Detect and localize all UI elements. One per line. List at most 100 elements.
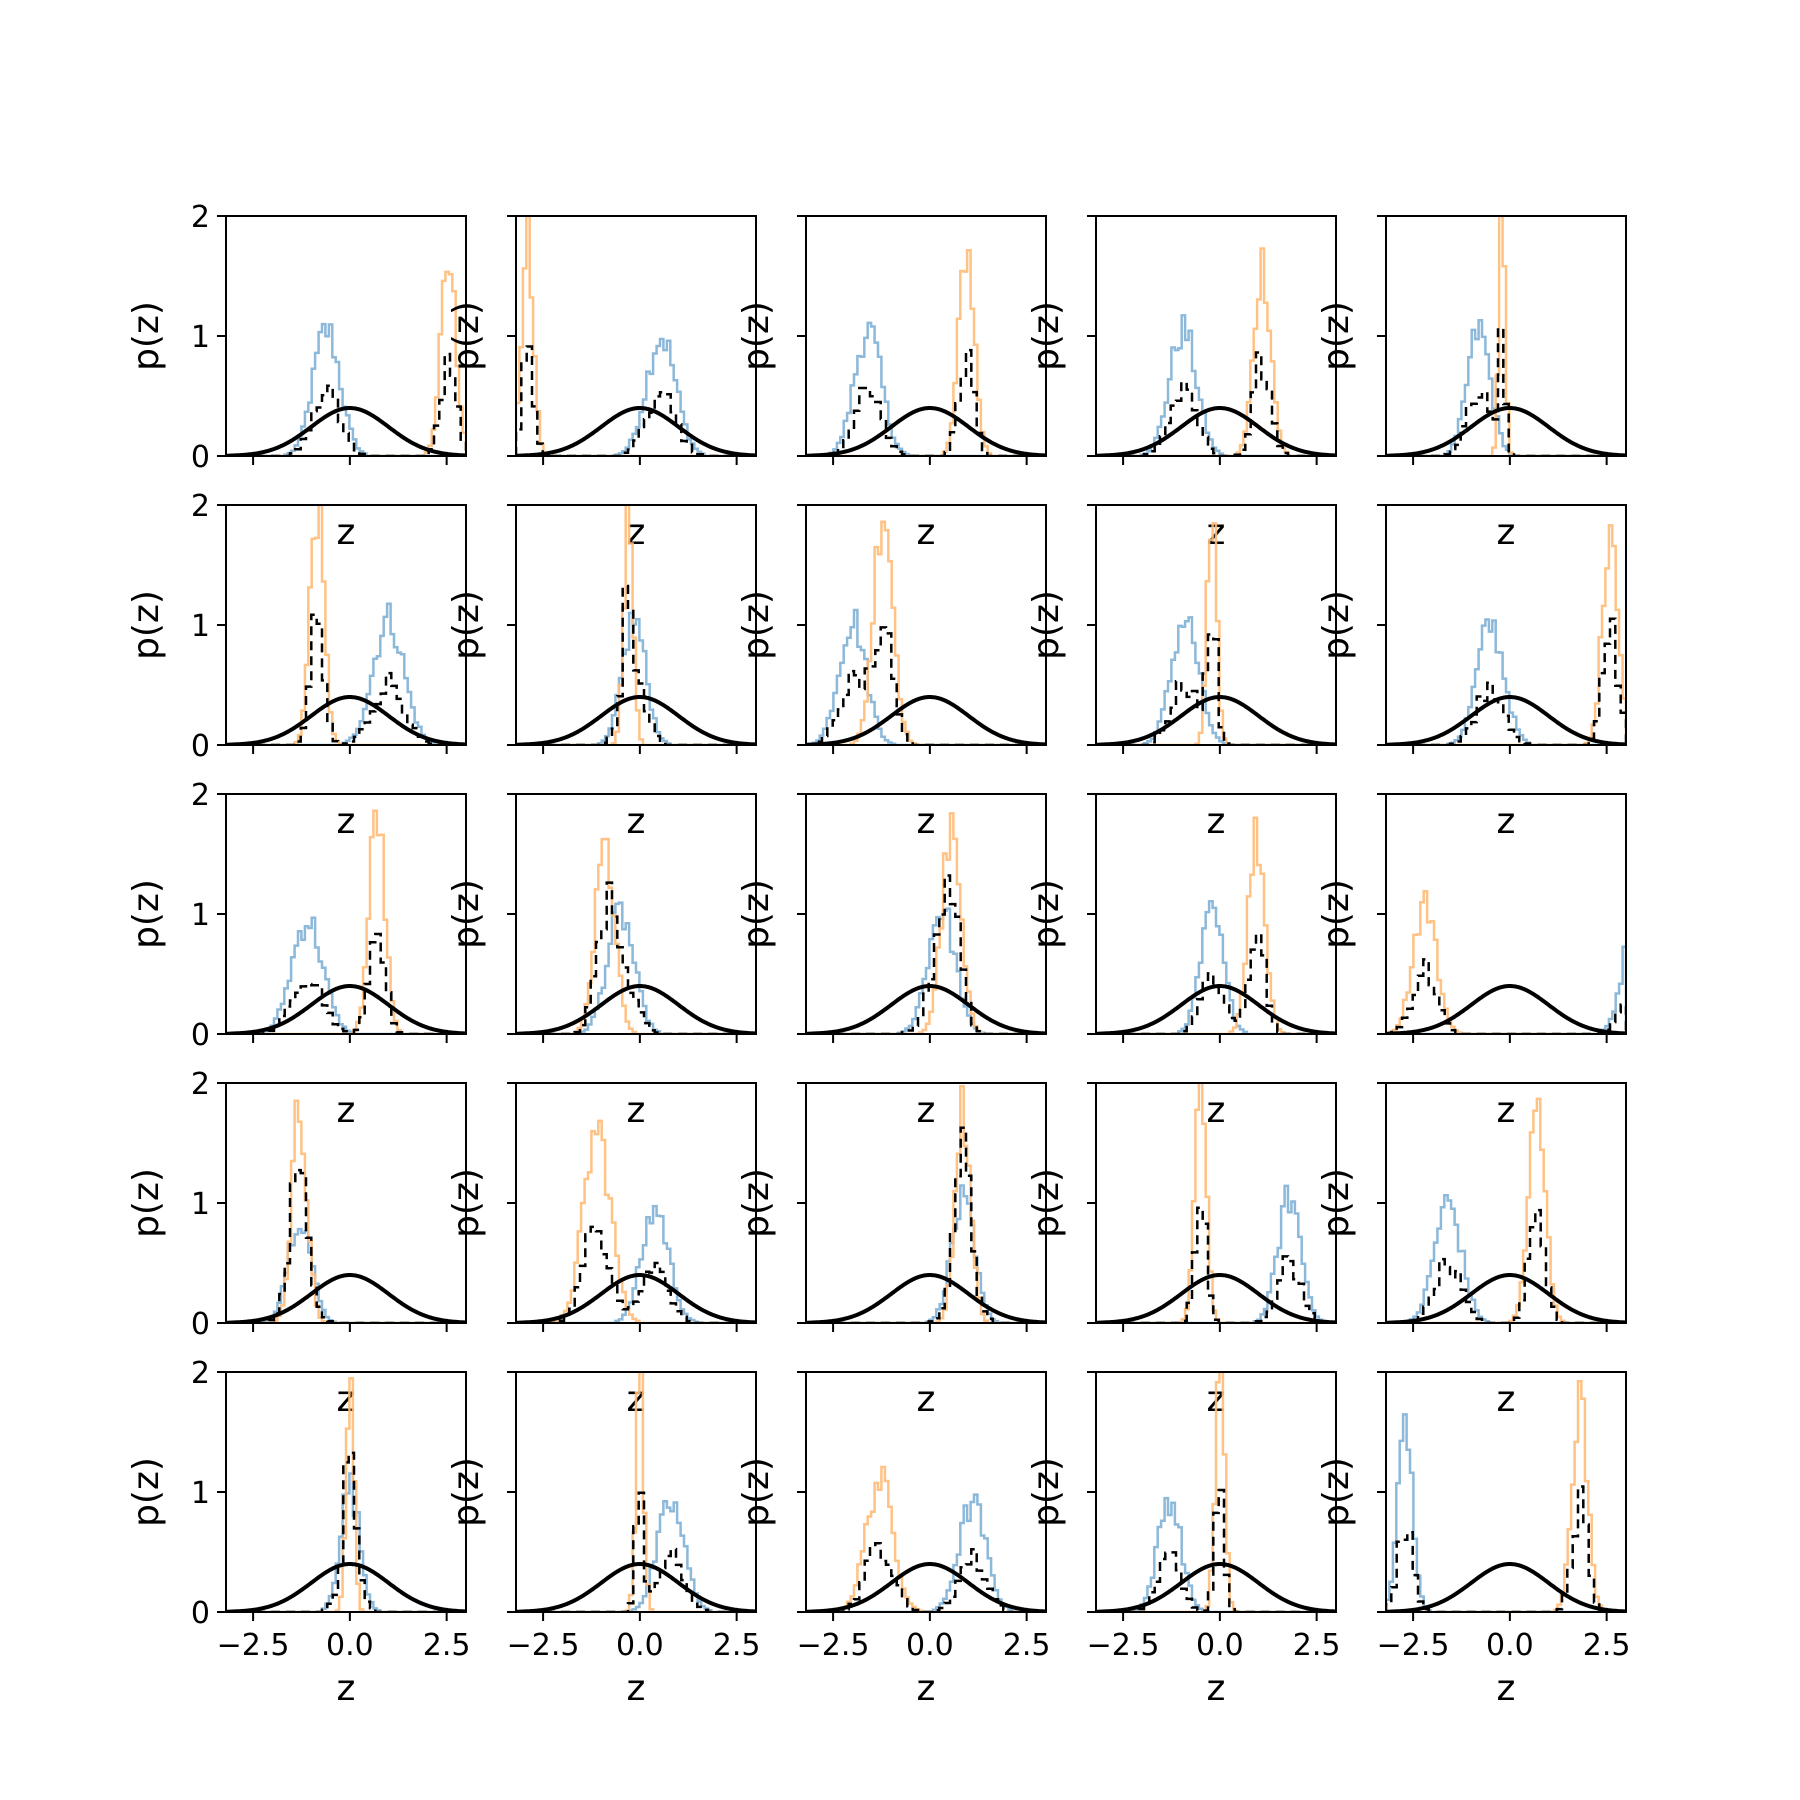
y-axis-label: p(z): [126, 590, 167, 660]
y-tick-label: 2: [191, 200, 210, 235]
axes-frame: [1095, 215, 1337, 457]
histogram-blue: [226, 916, 466, 1034]
histogram-combined-dashed: [806, 626, 1046, 745]
histogram-combined-dashed: [1096, 633, 1336, 745]
histogram-blue: [516, 1204, 756, 1323]
prior-curve: [516, 406, 756, 456]
y-axis-label: p(z): [1316, 590, 1357, 660]
plot-area: [226, 809, 466, 1034]
histogram-combined-dashed: [806, 1541, 1046, 1612]
x-tick-label: 2.5: [1293, 1628, 1341, 1663]
plot-area: [1096, 1083, 1336, 1323]
x-tick-label: −2.5: [797, 1628, 870, 1663]
histogram-orange: [226, 809, 466, 1034]
histogram-blue: [1386, 319, 1626, 456]
x-tick-label: 0.0: [906, 1628, 954, 1663]
histogram-orange: [806, 812, 1046, 1034]
y-axis-label: p(z): [126, 879, 167, 949]
prior-curve: [1096, 406, 1336, 456]
subplot-4-1: z 0 1 2 p(z): [126, 1067, 467, 1420]
plot-area: [1096, 1372, 1336, 1612]
y-axis-label: p(z): [1316, 1457, 1357, 1527]
histogram-blue: [1096, 314, 1336, 456]
y-axis-label: p(z): [446, 1457, 487, 1527]
histogram-combined-dashed: [226, 932, 466, 1034]
histogram-orange: [1386, 889, 1626, 1034]
prior-curve: [226, 695, 466, 745]
plot-area: [1386, 524, 1626, 745]
y-tick-label: 2: [191, 1067, 210, 1102]
histogram-combined-dashed: [806, 348, 1046, 456]
y-axis-label: p(z): [1026, 1168, 1067, 1238]
plot-area: [226, 1099, 466, 1323]
y-axis-label: p(z): [736, 1168, 777, 1238]
plot-area: [806, 248, 1046, 456]
y-tick-label: 2: [191, 1356, 210, 1391]
prior-curve: [516, 984, 756, 1034]
histogram-combined-dashed: [1096, 1206, 1336, 1323]
subplot-3-1: z 0 1 2 p(z): [126, 778, 467, 1131]
histogram-blue: [1386, 618, 1626, 745]
subplot-4-3: z p(z): [736, 1082, 1047, 1420]
histogram-combined-dashed: [1096, 351, 1336, 456]
prior-curve: [1096, 1273, 1336, 1323]
histogram-orange: [1386, 524, 1626, 745]
x-axis-label: z: [337, 801, 356, 842]
y-tick-label: 0: [191, 440, 210, 475]
subplot-4-5: z p(z): [1316, 1082, 1627, 1420]
y-tick-label: 0: [191, 1307, 210, 1342]
plot-area: [516, 1119, 756, 1323]
histogram-blue: [516, 337, 756, 456]
x-tick-label: 0.0: [616, 1628, 664, 1663]
y-axis-label: p(z): [1316, 301, 1357, 371]
prior-curve: [226, 1562, 466, 1612]
prior-curve: [806, 695, 1046, 745]
y-axis-label: p(z): [446, 1168, 487, 1238]
x-axis-label: z: [1207, 801, 1226, 842]
subplot-3-4: z p(z): [1026, 793, 1337, 1131]
plot-area: [1096, 247, 1336, 456]
plot-area: [1386, 1379, 1626, 1612]
subplot-1-1: z 0 1 2 p(z): [126, 200, 467, 553]
histogram-blue: [1096, 899, 1336, 1034]
plot-area: [516, 1372, 756, 1612]
plot-area: [516, 505, 756, 745]
x-axis-label: z: [917, 1379, 936, 1420]
histogram-orange: [516, 1119, 756, 1323]
histogram-orange: [1386, 1097, 1626, 1323]
x-axis-label: z: [337, 1668, 356, 1709]
prior-curve: [1386, 406, 1626, 456]
y-axis-label: p(z): [736, 590, 777, 660]
histogram-blue: [806, 608, 1046, 745]
x-tick-label: 0.0: [326, 1628, 374, 1663]
y-tick-label: 1: [191, 1187, 210, 1222]
histogram-blue: [226, 1472, 466, 1612]
histogram-combined-dashed: [516, 584, 756, 745]
histogram-combined-dashed: [806, 1126, 1046, 1323]
x-axis-label: z: [917, 1668, 936, 1709]
plot-area: [1096, 816, 1336, 1034]
x-tick-label: 2.5: [713, 1628, 761, 1663]
histogram-orange: [806, 1465, 1046, 1612]
x-tick-label: 2.5: [423, 1628, 471, 1663]
x-tick-label: −2.5: [1087, 1628, 1160, 1663]
prior-curve: [226, 984, 466, 1034]
histogram-orange: [516, 216, 756, 456]
x-axis-label: z: [337, 1090, 356, 1131]
x-axis-label: z: [337, 512, 356, 553]
plot-area: [806, 1465, 1046, 1612]
y-axis-label: p(z): [446, 301, 487, 371]
subplot-5-3: −2.5 0.0 2.5 z p(z): [736, 1371, 1051, 1709]
y-axis-label: p(z): [1026, 1457, 1067, 1527]
y-axis-label: p(z): [126, 301, 167, 371]
x-axis-label: z: [1497, 512, 1516, 553]
subplot-4-4: z p(z): [1026, 1082, 1337, 1420]
histogram-orange: [226, 270, 466, 456]
histogram-combined-dashed: [226, 352, 466, 456]
x-axis-label: z: [1497, 1668, 1516, 1709]
subplot-2-2: z p(z): [446, 504, 757, 842]
histogram-blue: [1096, 616, 1336, 745]
prior-curve: [1386, 1562, 1626, 1612]
y-axis-label: p(z): [1026, 590, 1067, 660]
y-tick-label: 2: [191, 778, 210, 813]
